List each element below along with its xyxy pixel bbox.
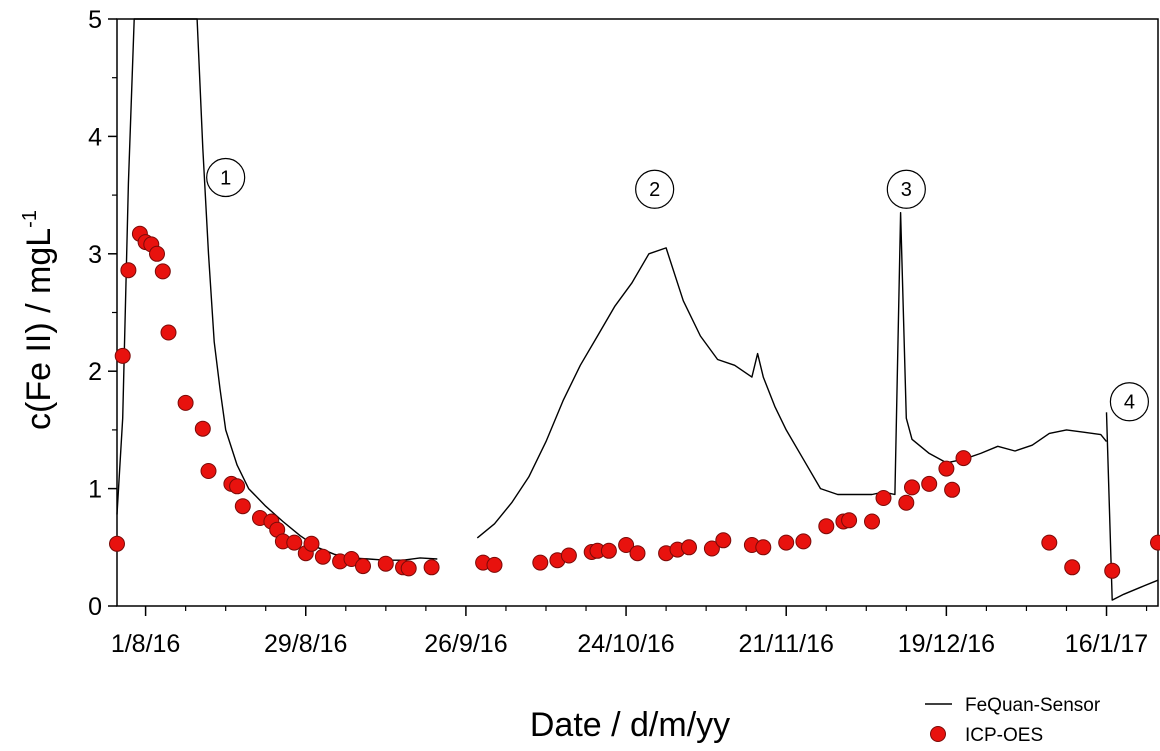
icp-oes-point bbox=[314, 548, 331, 565]
annotation-circle bbox=[1109, 382, 1150, 422]
sensor-line-segment bbox=[116, 18, 438, 561]
annotation-label: 4 bbox=[1124, 392, 1135, 414]
icp-oes-point bbox=[149, 245, 165, 262]
icp-oes-point bbox=[938, 460, 955, 477]
legend-label-icp: ICP-OES bbox=[965, 725, 1043, 746]
icp-oes-point bbox=[600, 542, 617, 559]
icp-oes-point bbox=[795, 533, 812, 550]
x-tick-label: 16/1/17 bbox=[1065, 630, 1148, 658]
icp-oes-point bbox=[703, 540, 720, 557]
icp-oes-point bbox=[423, 559, 440, 576]
icp-oes-point bbox=[875, 490, 892, 506]
icp-oes-point bbox=[109, 535, 125, 552]
icp-oes-point bbox=[486, 556, 503, 573]
icp-oes-series bbox=[109, 225, 1160, 579]
x-tick-label: 26/9/16 bbox=[424, 630, 507, 658]
plot-axes: 0 1 2 3 4 5 1/8/16 29/8/16 26/9/16 24/10/16 21/11/… bbox=[88, 6, 1159, 658]
icp-oes-point bbox=[400, 560, 417, 577]
annotation-circle bbox=[206, 157, 246, 198]
icp-oes-point bbox=[755, 539, 772, 556]
fequan-sensor-series bbox=[116, 18, 1159, 601]
x-tick-label: 19/12/16 bbox=[898, 630, 995, 658]
annotation-label: 1 bbox=[220, 167, 231, 189]
icp-oes-point bbox=[864, 513, 880, 530]
icp-oes-point bbox=[355, 558, 371, 575]
x-tick-label: 21/11/16 bbox=[738, 630, 833, 658]
annotation-label: 2 bbox=[649, 179, 660, 201]
legend-marker-swatch bbox=[930, 726, 946, 742]
icp-oes-point bbox=[681, 539, 697, 556]
y-tick-label: 0 bbox=[88, 593, 102, 621]
icp-oes-point bbox=[303, 535, 320, 552]
annotation-label: 3 bbox=[901, 179, 912, 201]
y-tick-label: 4 bbox=[88, 123, 102, 151]
icp-oes-point bbox=[160, 324, 177, 341]
icp-oes-point bbox=[1064, 559, 1081, 576]
legend-label-sensor: FeQuan-Sensor bbox=[965, 695, 1101, 716]
icp-oes-point bbox=[778, 534, 795, 551]
y-axis-title: c(Fe II) / mgL-1 bbox=[19, 210, 58, 430]
icp-oes-point bbox=[841, 512, 858, 529]
icp-oes-point bbox=[904, 479, 920, 496]
sensor-line-segment bbox=[1105, 412, 1159, 601]
annotation-circle bbox=[635, 169, 675, 209]
icp-oes-point bbox=[194, 420, 211, 437]
icp-oes-point bbox=[1150, 534, 1160, 551]
annotation-circle bbox=[886, 169, 926, 209]
x-tick-label: 24/10/16 bbox=[577, 630, 674, 658]
icp-oes-point bbox=[1104, 562, 1121, 579]
y-tick-label: 5 bbox=[88, 6, 102, 34]
icp-oes-point bbox=[229, 478, 246, 495]
icp-oes-point bbox=[286, 534, 303, 551]
y-tick-label: 2 bbox=[88, 358, 102, 386]
icp-oes-point bbox=[629, 545, 646, 562]
y-axis-title-main: c(Fe II) / mgL bbox=[20, 228, 58, 430]
icp-oes-point bbox=[343, 551, 360, 567]
icp-oes-point bbox=[715, 532, 732, 549]
legend: FeQuan-Sensor ICP-OES bbox=[925, 695, 1101, 746]
icp-oes-point bbox=[921, 475, 938, 492]
y-tick-label: 1 bbox=[88, 476, 102, 504]
icp-oes-point bbox=[818, 518, 835, 535]
icp-oes-point bbox=[944, 481, 961, 498]
y-tick-label: 3 bbox=[88, 241, 102, 269]
x-tick-label: 29/8/16 bbox=[264, 630, 347, 658]
icp-oes-point bbox=[120, 262, 137, 279]
icp-oes-point bbox=[200, 463, 217, 479]
annotations: 1 2 3 4 bbox=[206, 157, 1150, 422]
icp-oes-point bbox=[154, 263, 171, 280]
icp-oes-point bbox=[955, 450, 972, 467]
icp-oes-point bbox=[377, 555, 394, 572]
x-tick-label: 1/8/16 bbox=[111, 630, 181, 658]
icp-oes-point bbox=[234, 498, 251, 515]
x-axis-title: Date / d/m/yy bbox=[530, 706, 730, 744]
icp-oes-point bbox=[177, 394, 194, 411]
icp-oes-point bbox=[532, 554, 549, 571]
y-axis-title-superscript: -1 bbox=[19, 210, 41, 228]
icp-oes-point bbox=[1041, 534, 1058, 551]
icp-oes-point bbox=[114, 347, 131, 364]
sensor-line-segment bbox=[476, 211, 1108, 539]
icp-oes-point bbox=[560, 547, 577, 564]
icp-oes-point bbox=[898, 494, 915, 511]
icp-oes-point bbox=[618, 537, 635, 553]
